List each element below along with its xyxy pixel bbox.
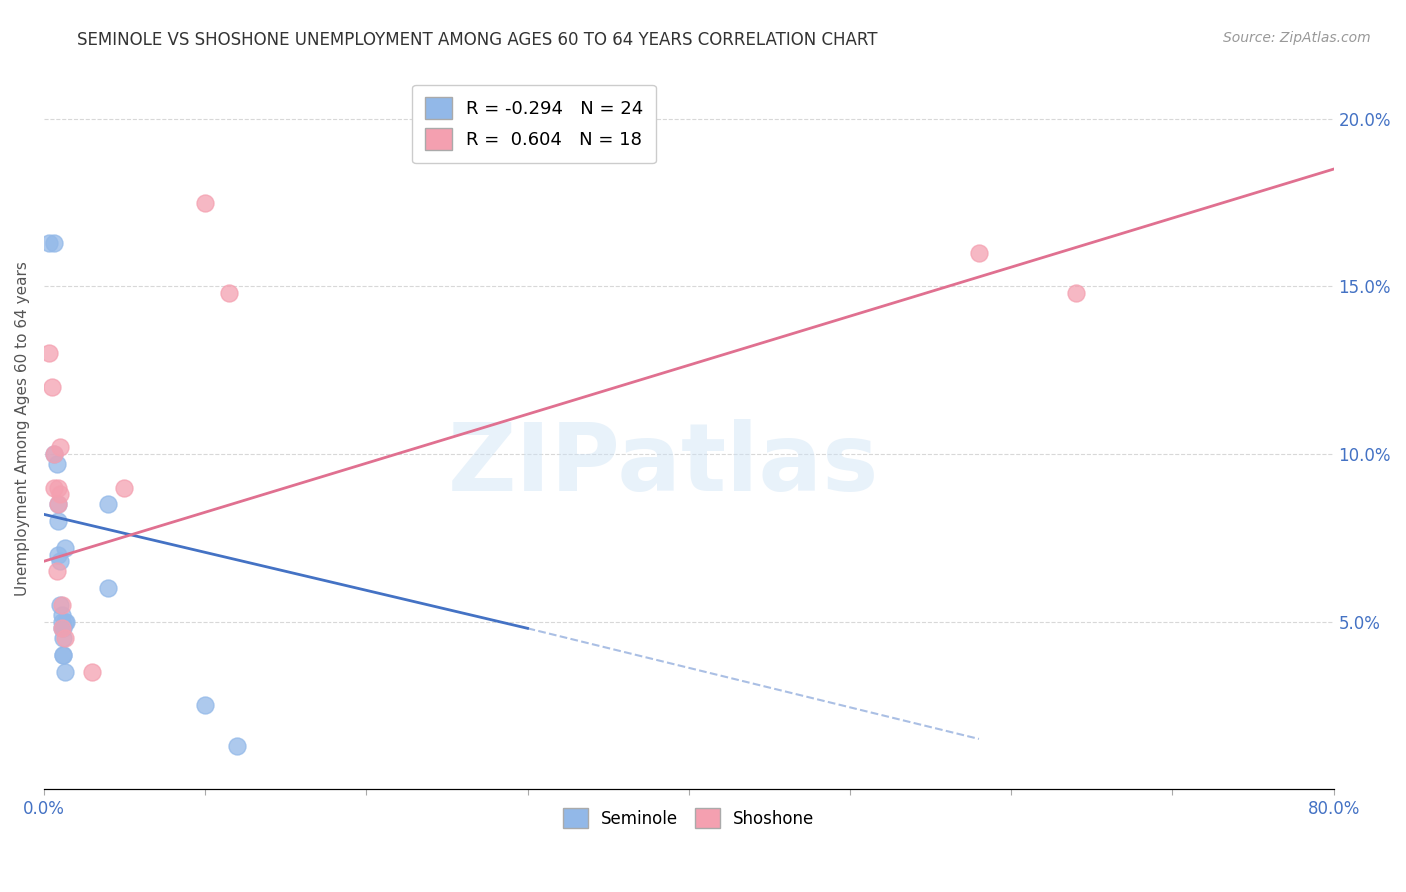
- Shoshone: [218, 286, 240, 301]
- Seminole: [51, 607, 73, 622]
- Seminole: [53, 541, 76, 555]
- Seminole: [48, 548, 70, 562]
- Seminole: [226, 739, 249, 753]
- Shoshone: [51, 621, 73, 635]
- Text: ZIPatlas: ZIPatlas: [447, 419, 879, 511]
- Seminole: [49, 554, 72, 568]
- Text: Source: ZipAtlas.com: Source: ZipAtlas.com: [1223, 31, 1371, 45]
- Seminole: [51, 621, 73, 635]
- Seminole: [52, 632, 75, 646]
- Seminole: [42, 235, 65, 250]
- Shoshone: [42, 481, 65, 495]
- Seminole: [48, 497, 70, 511]
- Seminole: [51, 615, 73, 629]
- Seminole: [97, 497, 120, 511]
- Seminole: [52, 621, 75, 635]
- Shoshone: [49, 440, 72, 454]
- Shoshone: [42, 447, 65, 461]
- Legend: Seminole, Shoshone: Seminole, Shoshone: [557, 801, 821, 835]
- Y-axis label: Unemployment Among Ages 60 to 64 years: Unemployment Among Ages 60 to 64 years: [15, 261, 30, 597]
- Seminole: [49, 598, 72, 612]
- Seminole: [53, 615, 76, 629]
- Seminole: [45, 457, 67, 471]
- Seminole: [38, 235, 60, 250]
- Seminole: [42, 447, 65, 461]
- Shoshone: [82, 665, 104, 679]
- Seminole: [52, 648, 75, 662]
- Shoshone: [38, 346, 60, 360]
- Seminole: [48, 514, 70, 528]
- Seminole: [55, 615, 77, 629]
- Seminole: [53, 665, 76, 679]
- Seminole: [52, 648, 75, 662]
- Shoshone: [49, 487, 72, 501]
- Shoshone: [114, 481, 136, 495]
- Shoshone: [967, 246, 990, 260]
- Shoshone: [41, 380, 63, 394]
- Shoshone: [45, 565, 67, 579]
- Seminole: [97, 581, 120, 595]
- Shoshone: [1064, 286, 1087, 301]
- Seminole: [194, 698, 217, 713]
- Shoshone: [48, 497, 70, 511]
- Shoshone: [194, 195, 217, 210]
- Shoshone: [53, 632, 76, 646]
- Shoshone: [48, 481, 70, 495]
- Text: SEMINOLE VS SHOSHONE UNEMPLOYMENT AMONG AGES 60 TO 64 YEARS CORRELATION CHART: SEMINOLE VS SHOSHONE UNEMPLOYMENT AMONG …: [77, 31, 877, 49]
- Shoshone: [51, 598, 73, 612]
